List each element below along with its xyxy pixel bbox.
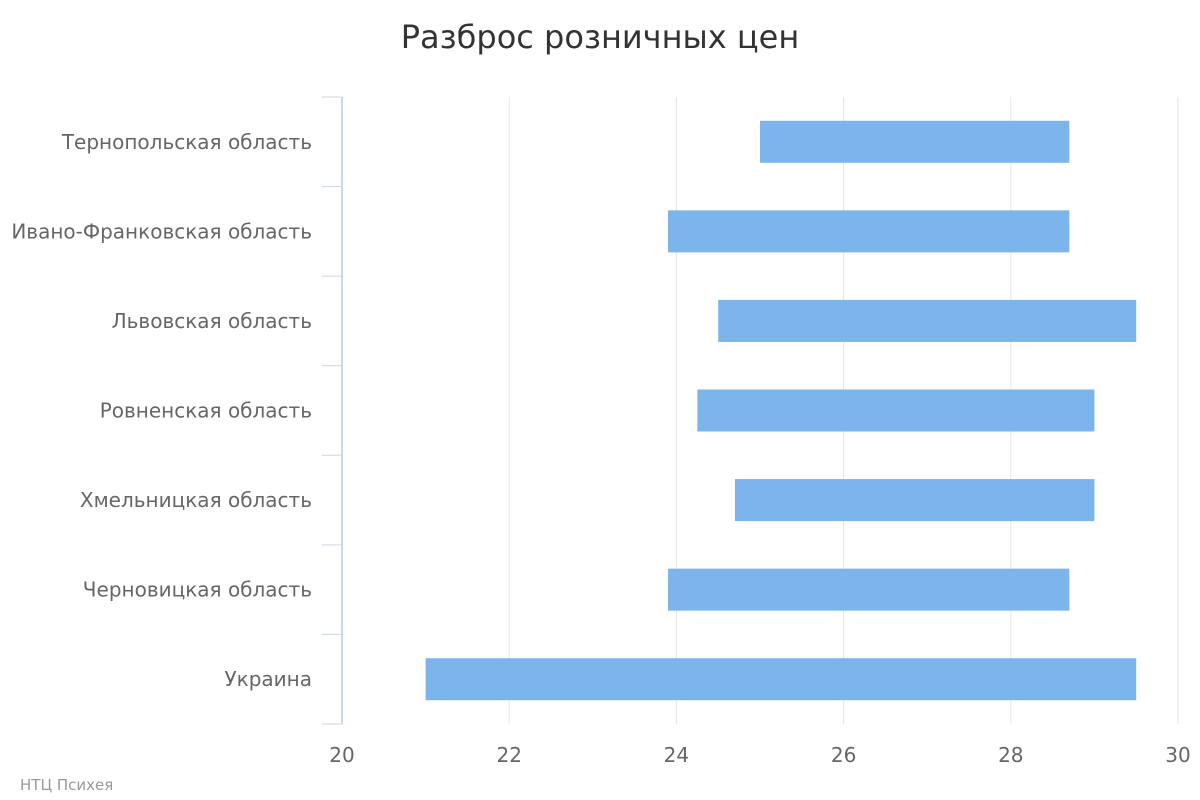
x-tick-label-26: 26 <box>831 743 856 767</box>
category-label-5: Черновицкая область <box>83 578 312 602</box>
bar-4 <box>734 479 1095 522</box>
category-label-4: Хмельницкая область <box>80 488 312 512</box>
y-axis <box>322 96 343 725</box>
x-tick-label-30: 30 <box>1165 743 1190 767</box>
x-axis-tick-labels: 20 22 24 26 28 30 <box>329 743 1190 767</box>
category-label-1: Ивано-Франковская область <box>11 219 312 243</box>
x-tick-label-28: 28 <box>998 743 1023 767</box>
x-tick-label-24: 24 <box>664 743 689 767</box>
category-labels: Тернопольская область Ивано-Франковская о… <box>11 130 312 691</box>
category-label-6: Украина <box>224 667 312 691</box>
credit-label: НТЦ Психея <box>20 776 113 794</box>
chart-title: Разброс розничных цен <box>401 18 800 56</box>
bar-0 <box>760 120 1070 163</box>
x-tick-label-20: 20 <box>329 743 354 767</box>
category-label-2: Львовская область <box>112 309 312 333</box>
category-label-0: Тернопольская область <box>61 130 312 154</box>
bar-1 <box>668 210 1070 253</box>
bar-5 <box>668 568 1070 611</box>
category-label-3: Ровненская область <box>100 399 312 423</box>
bars <box>425 120 1137 701</box>
x-tick-label-22: 22 <box>496 743 521 767</box>
bar-6 <box>425 658 1137 701</box>
bar-2 <box>718 299 1137 342</box>
bar-3 <box>697 389 1095 432</box>
